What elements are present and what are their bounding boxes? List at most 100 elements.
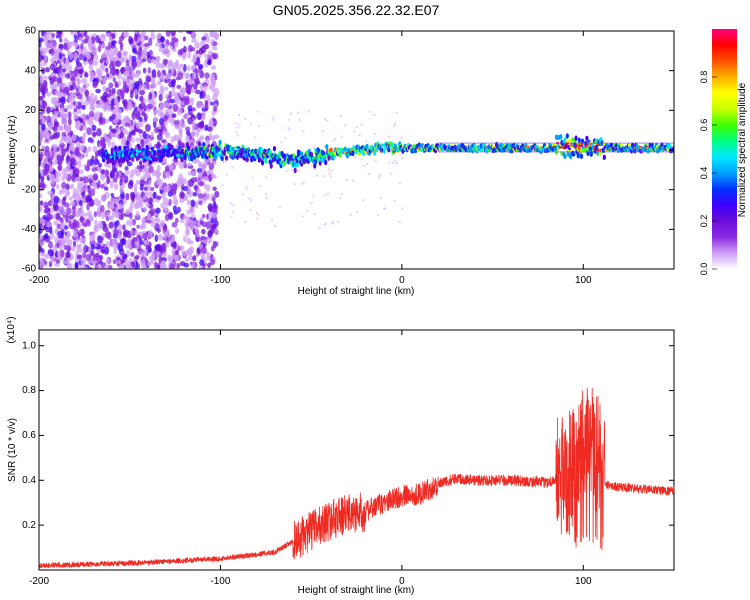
heatmap-cell bbox=[87, 210, 92, 219]
heatmap-cell bbox=[187, 31, 193, 35]
heatmap-cell bbox=[118, 214, 124, 221]
heatmap-cell bbox=[197, 141, 201, 147]
heatmap-cell bbox=[91, 124, 97, 132]
heatmap-cell bbox=[52, 245, 58, 252]
heatmap-cell bbox=[150, 58, 156, 64]
snr-panel: -200 -100 0 100 0.2 0.4 0.6 0.8 1.0 Height of s… bbox=[6, 316, 675, 596]
heatmap-cell bbox=[81, 87, 85, 95]
heatmap-cell bbox=[74, 146, 80, 152]
heatmap-cell bbox=[183, 262, 190, 268]
heatmap-cell bbox=[47, 212, 52, 220]
heatmap-cell bbox=[113, 228, 118, 235]
heatmap-cell bbox=[248, 197, 251, 200]
heatmap-cell bbox=[69, 53, 74, 60]
heatmap-cell bbox=[118, 263, 125, 269]
heatmap-cell bbox=[213, 134, 220, 139]
heatmap-cell bbox=[156, 251, 160, 257]
heatmap-cell bbox=[65, 251, 70, 259]
heatmap-cell bbox=[56, 82, 63, 88]
heatmap-cell bbox=[39, 104, 42, 111]
heatmap-cell bbox=[201, 246, 207, 254]
heatmap-cell bbox=[290, 113, 293, 116]
heatmap-cell bbox=[104, 230, 111, 239]
heatmap-cell bbox=[58, 124, 63, 131]
heatmap-cell bbox=[389, 150, 392, 153]
heatmap-cell bbox=[191, 65, 196, 71]
heatmap-cell bbox=[579, 153, 584, 160]
heatmap-cell bbox=[105, 32, 111, 37]
heatmap-cell bbox=[143, 42, 150, 47]
heatmap-cell bbox=[145, 202, 150, 208]
heatmap-cell bbox=[131, 60, 138, 68]
heatmap-cell bbox=[318, 226, 321, 229]
heatmap-cell bbox=[201, 114, 206, 122]
heatmap-cell bbox=[157, 108, 163, 117]
heatmap-cell bbox=[257, 213, 260, 216]
heatmap-cell bbox=[184, 257, 189, 263]
heatmap-cell bbox=[327, 192, 330, 195]
heatmap-cell bbox=[174, 123, 180, 130]
heatmap-cell bbox=[210, 101, 215, 106]
heatmap-cell bbox=[39, 153, 43, 160]
heatmap-cell bbox=[50, 97, 56, 105]
heatmap-cell bbox=[84, 149, 89, 158]
heatmap-cell bbox=[324, 159, 328, 166]
heatmap-cell bbox=[182, 235, 187, 243]
heatmap-cell bbox=[129, 125, 134, 132]
heatmap-cell bbox=[112, 242, 119, 251]
heatmap-cell bbox=[176, 263, 180, 269]
x-tick-label: 100 bbox=[575, 576, 592, 587]
snr-series-line bbox=[38, 387, 675, 569]
heatmap-cell bbox=[105, 87, 112, 93]
heatmap-cell bbox=[95, 103, 100, 109]
heatmap-cell bbox=[68, 196, 73, 201]
heatmap-cell bbox=[65, 215, 69, 224]
heatmap-cell bbox=[334, 138, 337, 141]
heatmap-cell bbox=[130, 130, 136, 136]
heatmap-cell bbox=[158, 233, 164, 241]
heatmap-cell bbox=[112, 93, 116, 100]
heatmap-cell bbox=[367, 173, 370, 176]
heatmap-cell bbox=[67, 136, 72, 144]
heatmap-cell bbox=[76, 244, 80, 252]
heatmap-cell bbox=[126, 238, 132, 246]
heatmap-cell bbox=[75, 91, 81, 97]
heatmap-cell bbox=[366, 162, 369, 165]
heatmap-cell bbox=[184, 113, 189, 119]
heatmap-cell bbox=[198, 161, 202, 169]
heatmap-cell bbox=[163, 158, 167, 163]
heatmap-cell bbox=[186, 162, 192, 167]
heatmap-cell bbox=[351, 150, 355, 157]
heatmap-cell bbox=[274, 225, 277, 228]
heatmap-cell bbox=[212, 93, 218, 102]
heatmap-cell bbox=[92, 253, 97, 262]
heatmap-cell bbox=[73, 68, 79, 78]
heatmap-cell bbox=[172, 104, 179, 113]
heatmap-cell bbox=[74, 38, 78, 43]
heatmap-cell bbox=[86, 203, 90, 211]
heatmap-cell bbox=[187, 190, 194, 198]
heatmap-cell bbox=[115, 197, 120, 205]
heatmap-cell bbox=[111, 211, 117, 218]
x-tick-label: -100 bbox=[210, 275, 230, 286]
heatmap-cell bbox=[167, 255, 174, 263]
heatmap-cell bbox=[76, 78, 82, 85]
heatmap-cell bbox=[147, 229, 153, 237]
heatmap-cell bbox=[300, 151, 304, 156]
heatmap-cell bbox=[258, 185, 261, 188]
heatmap-cell bbox=[62, 68, 66, 73]
heatmap-cell bbox=[68, 111, 72, 119]
heatmap-cell bbox=[43, 130, 49, 139]
heatmap-cell bbox=[45, 42, 50, 50]
heatmap-cell bbox=[156, 245, 163, 252]
heatmap-cell bbox=[293, 167, 297, 174]
heatmap-cell bbox=[596, 148, 600, 152]
heatmap-cell bbox=[188, 179, 195, 187]
heatmap-cell bbox=[39, 216, 42, 225]
heatmap-cell bbox=[110, 192, 114, 198]
heatmap-cell bbox=[39, 62, 43, 70]
heatmap-cell bbox=[171, 221, 178, 228]
heatmap-cell bbox=[79, 215, 84, 224]
heatmap-cell bbox=[95, 88, 101, 94]
heatmap-cell bbox=[307, 110, 310, 113]
